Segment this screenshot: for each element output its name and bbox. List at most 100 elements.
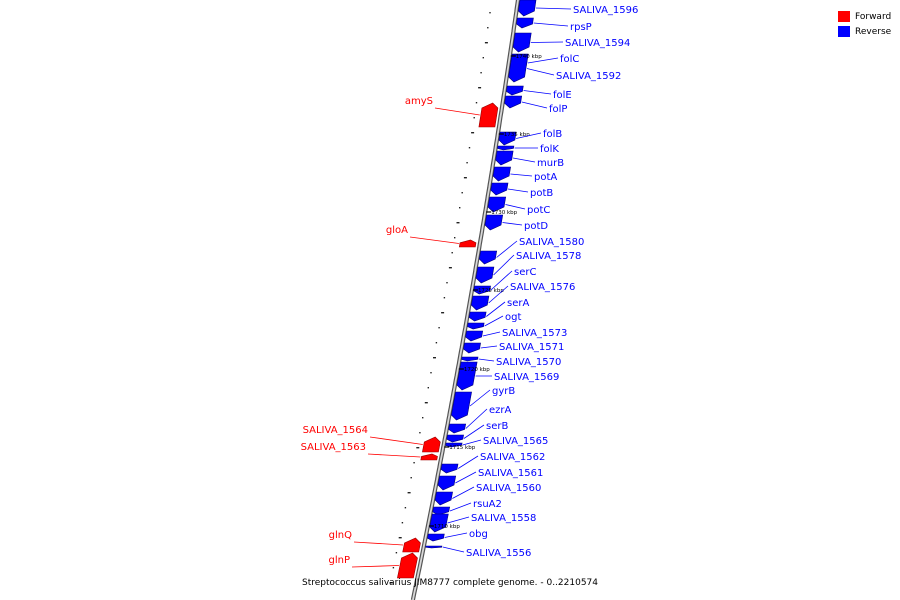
gene-label: folB	[543, 129, 562, 140]
gene-label: SALIVA_1560	[476, 483, 541, 494]
guide-dot	[461, 192, 463, 194]
gene-label: glnQ	[329, 530, 352, 541]
gene-feature	[422, 436, 441, 453]
gene-features	[397, 0, 537, 579]
guide-dot	[471, 132, 475, 134]
gene-labels: SALIVA_1596 rpsP SALIVA_1594 folC SALIVA_159…	[301, 5, 638, 568]
dotted-guide	[389, 12, 491, 584]
legend-forward: Forward	[838, 9, 891, 24]
label-leader	[533, 22, 569, 27]
gene-feature	[458, 239, 477, 248]
gene-label: ezrA	[489, 405, 512, 416]
gene-feature	[490, 182, 509, 196]
guide-dot	[419, 432, 421, 434]
guide-dot	[456, 222, 460, 224]
label-leader	[521, 101, 548, 109]
guide-dot	[448, 267, 452, 269]
scale-tick-label: 1730 kbp	[491, 210, 517, 216]
guide-dot	[422, 417, 424, 419]
label-leader	[526, 68, 555, 76]
label-leader	[452, 486, 475, 499]
gene-label: folP	[549, 104, 567, 115]
gene-label: SALIVA_1556	[466, 548, 531, 559]
gene-feature	[448, 423, 467, 434]
genome-backbone	[410, 0, 521, 600]
backbone-outer	[410, 0, 521, 600]
reverse-swatch	[838, 26, 850, 37]
guide-dot	[484, 42, 488, 44]
gene-feature	[516, 17, 534, 29]
label-leader	[486, 301, 506, 317]
gene-label: obg	[469, 529, 488, 540]
scale-tick-label: 1720 kbp	[464, 367, 490, 373]
gene-label: rpsP	[570, 22, 592, 33]
scale-tick-label: 1735 kbp	[504, 132, 530, 138]
gene-feature	[492, 166, 511, 182]
gene-feature	[451, 391, 472, 421]
gene-label: SALIVA_1563	[301, 442, 366, 453]
gene-label: folE	[553, 90, 572, 101]
guide-dot	[430, 372, 432, 374]
gene-feature	[402, 537, 421, 553]
gene-feature	[446, 434, 464, 443]
guide-dot	[401, 522, 404, 524]
label-leader	[523, 90, 552, 95]
gene-feature	[468, 311, 487, 322]
guide-dot	[489, 12, 491, 14]
gene-label: serB	[486, 421, 508, 432]
label-leader	[496, 240, 518, 258]
guide-dot	[404, 507, 407, 509]
guide-dot	[451, 252, 453, 254]
scale-tick-label: 1725 kbp	[478, 288, 504, 294]
gene-feature	[461, 356, 479, 362]
gene-feature	[475, 266, 495, 284]
gene-label: SALIVA_1561	[478, 468, 543, 479]
guide-dot	[424, 402, 428, 404]
label-leader	[484, 315, 504, 327]
gene-label: SALIVA_1569	[494, 372, 559, 383]
gene-feature	[429, 513, 449, 533]
gene-label: folC	[560, 54, 579, 65]
gene-label: murB	[537, 158, 564, 169]
guide-dot	[454, 237, 456, 239]
label-leader	[369, 436, 423, 445]
label-leader	[457, 455, 479, 469]
guide-dot	[395, 552, 398, 554]
label-leader	[507, 188, 529, 193]
guide-dot	[487, 27, 489, 29]
gene-feature	[497, 145, 515, 151]
label-leader	[444, 532, 468, 538]
label-leader	[535, 7, 572, 10]
label-leader	[469, 389, 491, 407]
gene-label: rsuA2	[473, 499, 502, 510]
gene-label: SALIVA_1573	[502, 328, 567, 339]
gene-label: SALIVA_1571	[499, 342, 564, 353]
guide-dot	[459, 207, 461, 209]
gene-feature	[432, 506, 451, 516]
guide-dot	[446, 282, 448, 284]
guide-dot	[468, 147, 471, 149]
gene-label: serA	[507, 298, 529, 309]
gene-feature	[487, 196, 507, 213]
label-leader	[488, 285, 509, 304]
label-leader	[465, 408, 488, 429]
gene-label: SALIVA_1578	[516, 251, 581, 262]
scale-tick-label: 1710 kbp	[434, 524, 460, 530]
gene-feature	[506, 85, 524, 96]
guide-dot	[438, 327, 440, 329]
scale-tick-label: 1740 kbp	[516, 54, 542, 60]
gene-label: SALIVA_1594	[565, 38, 630, 49]
gene-feature	[397, 552, 418, 579]
label-leader	[530, 41, 564, 43]
gene-feature	[465, 330, 484, 342]
gene-label: SALIVA_1562	[480, 452, 545, 463]
legend-reverse: Reverse	[838, 24, 891, 39]
guide-dot	[413, 462, 415, 464]
gene-feature	[512, 32, 532, 53]
guide-dot	[389, 582, 393, 584]
guide-dot	[480, 72, 482, 74]
gene-label: potA	[534, 172, 557, 183]
guide-dot	[427, 387, 429, 389]
legend-forward-label: Forward	[855, 11, 892, 22]
